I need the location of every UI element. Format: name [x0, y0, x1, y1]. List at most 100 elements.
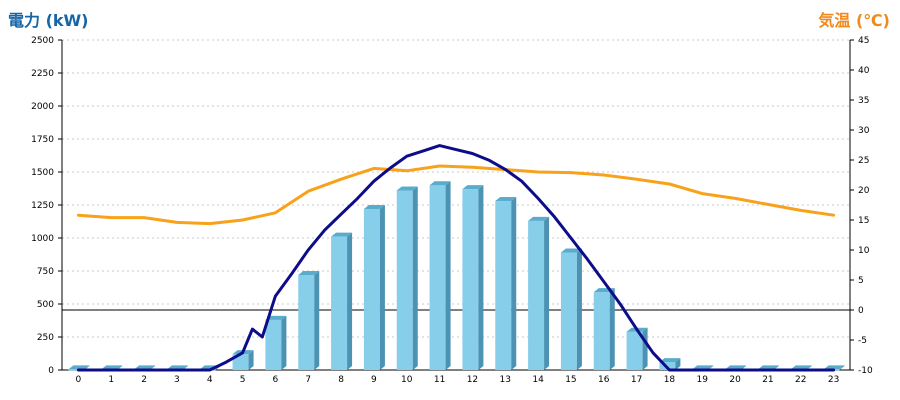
power-bar-side: [675, 358, 681, 370]
power-bar: [626, 327, 648, 370]
power-bar-top: [790, 365, 812, 370]
x-tick-label: 14: [532, 375, 544, 385]
power-bar-side: [314, 270, 320, 370]
right-tick-label: 15: [858, 216, 869, 226]
power-bar-top: [396, 186, 418, 191]
power-bar-top: [725, 365, 747, 370]
power-bar: [462, 185, 484, 370]
grid-lines: [62, 39, 850, 338]
power-bars: [68, 181, 845, 371]
x-tick-label: 5: [240, 375, 246, 385]
left-tick-label: 250: [37, 333, 54, 343]
power-bar-top: [134, 365, 156, 370]
power-line: [76, 144, 836, 372]
x-tick-label: 11: [434, 375, 445, 385]
x-tick-label: 9: [371, 375, 377, 385]
x-tick-label: 7: [305, 375, 311, 385]
left-tick-label: 1000: [31, 234, 54, 244]
left-tick-label: 2250: [31, 69, 54, 79]
power-bar: [396, 186, 418, 370]
power-bar: [495, 197, 517, 370]
right-tick-label: 40: [858, 66, 870, 76]
right-tick-label: 30: [858, 126, 870, 136]
power-bar-side: [478, 185, 484, 370]
power-bar: [560, 248, 582, 370]
power-bar-side: [839, 365, 845, 370]
power-bar-face: [528, 220, 545, 370]
left-tick-label: 2500: [31, 36, 54, 46]
power-bar-top: [495, 197, 517, 202]
x-tick-label: 8: [338, 375, 344, 385]
x-tick-label: 21: [762, 375, 773, 385]
power-bar: [429, 181, 451, 370]
x-tick-label: 4: [207, 375, 213, 385]
left-tick-label: 500: [37, 300, 54, 310]
x-tick-label: 0: [76, 375, 82, 385]
power-bar-face: [429, 185, 446, 370]
power-bar-top: [692, 365, 714, 370]
power-bar-face: [265, 319, 282, 370]
power-bar-top: [528, 216, 550, 221]
power-bar-side: [511, 197, 517, 370]
left-tick-label: 1750: [31, 135, 54, 145]
power-bar-face: [396, 190, 413, 370]
power-bar-side: [576, 248, 582, 370]
power-bar-face: [593, 292, 610, 370]
x-tick-label: 16: [598, 375, 610, 385]
left-tick-label: 750: [37, 267, 54, 277]
right-tick-label: 20: [858, 186, 870, 196]
power-bar-top: [363, 204, 385, 209]
power-bar-top: [659, 358, 681, 363]
right-tick-label: 0: [858, 306, 864, 316]
lines: [76, 144, 836, 372]
power-bar: [363, 204, 385, 370]
x-tick-label: 13: [500, 375, 511, 385]
x-tick-label: 23: [828, 375, 839, 385]
x-tick-label: 1: [108, 375, 114, 385]
x-tick-label: 19: [697, 375, 709, 385]
left-tick-label: 1500: [31, 168, 54, 178]
x-tick-label: 2: [141, 375, 147, 385]
x-tick-label: 6: [273, 375, 279, 385]
left-tick-label: 1250: [31, 201, 54, 211]
power-bar: [298, 270, 320, 370]
power-bar-face: [331, 236, 348, 370]
power-bar-top: [331, 232, 353, 237]
power-bar-top: [265, 315, 287, 320]
power-bar-top: [462, 185, 484, 190]
left-tick-label: 0: [48, 366, 54, 376]
power-bar: [528, 216, 550, 370]
power-bar-side: [412, 186, 418, 370]
right-tick-label: 5: [858, 276, 864, 286]
x-tick-label: 10: [401, 375, 413, 385]
power-bar-top: [68, 365, 90, 370]
power-bar: [593, 288, 615, 370]
right-tick-label: 10: [858, 246, 870, 256]
power-bar-side: [347, 232, 353, 370]
power-bar-face: [560, 252, 577, 370]
x-tick-label: 15: [565, 375, 576, 385]
x-tick-label: 12: [467, 375, 478, 385]
temperature-line: [76, 164, 836, 226]
power-bar-side: [544, 216, 550, 370]
left-axis-title: 電力 (kW): [8, 11, 89, 30]
power-bar-side: [248, 350, 254, 370]
left-tick-label: 2000: [31, 102, 54, 112]
power-bar-face: [298, 274, 315, 370]
power-bar-face: [495, 201, 512, 370]
power-bar-top: [823, 365, 845, 370]
power-bar-top: [298, 270, 320, 275]
power-bar-top: [101, 365, 123, 370]
right-tick-label: -5: [858, 336, 867, 346]
right-tick-label: 35: [858, 96, 869, 106]
power-bar: [265, 315, 287, 370]
power-bar-top: [429, 181, 451, 186]
power-bar-face: [363, 208, 380, 370]
x-tick-label: 20: [729, 375, 741, 385]
power-bar-face: [232, 354, 249, 370]
x-tick-label: 18: [664, 375, 676, 385]
power-bar-side: [445, 181, 451, 370]
power-bar-side: [609, 288, 615, 370]
power-bar-side: [642, 327, 648, 370]
